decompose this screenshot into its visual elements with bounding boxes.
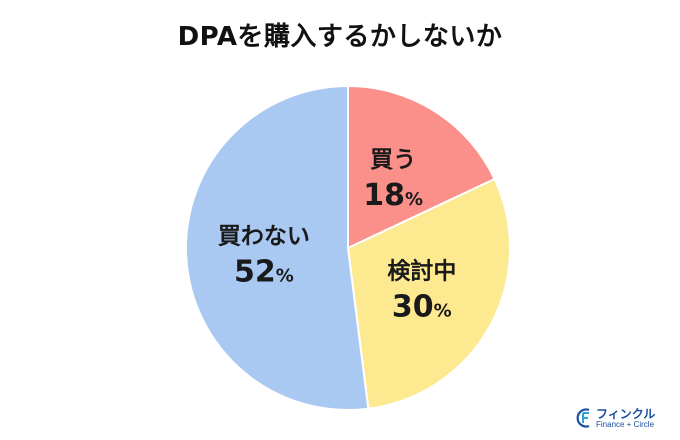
logo-brand: フィンクル [596, 407, 656, 421]
slice-label-2: 検討中 [387, 258, 456, 285]
pie-slice-1 [347, 84, 496, 250]
pie-slices [185, 84, 511, 411]
finecle-logo-icon [576, 408, 590, 428]
slice-value-1: 18% [363, 178, 423, 213]
pie-labels: 買う 18% 検討中 30% 買わない 52% [218, 147, 456, 325]
slice-label-3: 買わない [218, 223, 310, 249]
slice-label-1: 買う [370, 147, 416, 173]
finecle-logo: フィンクル Finance + Circle [576, 404, 672, 434]
slice-value-2: 30% [392, 290, 452, 325]
logo-subtitle: Finance + Circle [596, 420, 655, 429]
pie-slice-3 [185, 84, 370, 411]
pie-slice-2 [346, 177, 511, 410]
slice-value-3: 52% [234, 254, 294, 289]
chart-title: DPAを購入するかしないか [177, 22, 503, 52]
